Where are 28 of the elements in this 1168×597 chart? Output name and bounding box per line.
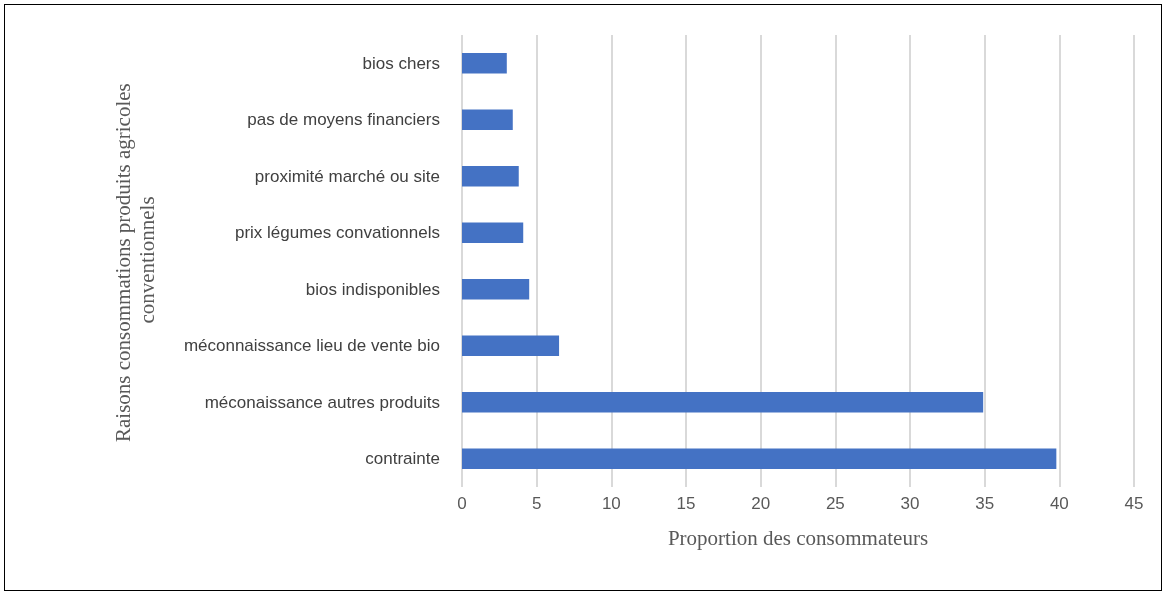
y-axis-title: Raisons consommations produits agricoles conventionnels	[111, 78, 159, 442]
x-tick-label: 15	[676, 494, 696, 513]
bar	[462, 448, 1057, 469]
bar	[462, 279, 530, 300]
bar	[462, 109, 513, 130]
x-tick-label: 30	[900, 494, 920, 513]
y-tick-label: bios indisponibles	[305, 279, 440, 299]
bar	[462, 335, 560, 356]
x-tick-label: 0	[457, 494, 467, 513]
bar	[462, 222, 524, 243]
y-tick-label: méconnaissance lieu de vente bio	[183, 336, 440, 356]
x-tick-label: 5	[531, 494, 542, 513]
x-tick-label: 35	[975, 494, 995, 513]
bar	[462, 392, 984, 413]
x-tick-label: 45	[1124, 494, 1144, 513]
x-tick-label: 25	[825, 494, 845, 513]
x-tick-label: 20	[751, 494, 771, 513]
y-tick-label: contrainte	[365, 449, 440, 469]
y-tick-label: proximité marché ou site	[254, 166, 440, 186]
y-tick-label: pas de moyens financiers	[247, 110, 440, 130]
x-tick-label: 10	[601, 494, 621, 513]
x-tick-label: 40	[1049, 494, 1069, 513]
bar	[462, 53, 507, 74]
y-tick-label: méconaissance autres produits	[204, 392, 440, 412]
x-axis-title: Proportion des consommateurs	[667, 525, 929, 550]
y-tick-label: bios chers	[362, 53, 440, 73]
bar	[462, 166, 519, 187]
y-tick-label: prix légumes convationnels	[234, 223, 440, 243]
